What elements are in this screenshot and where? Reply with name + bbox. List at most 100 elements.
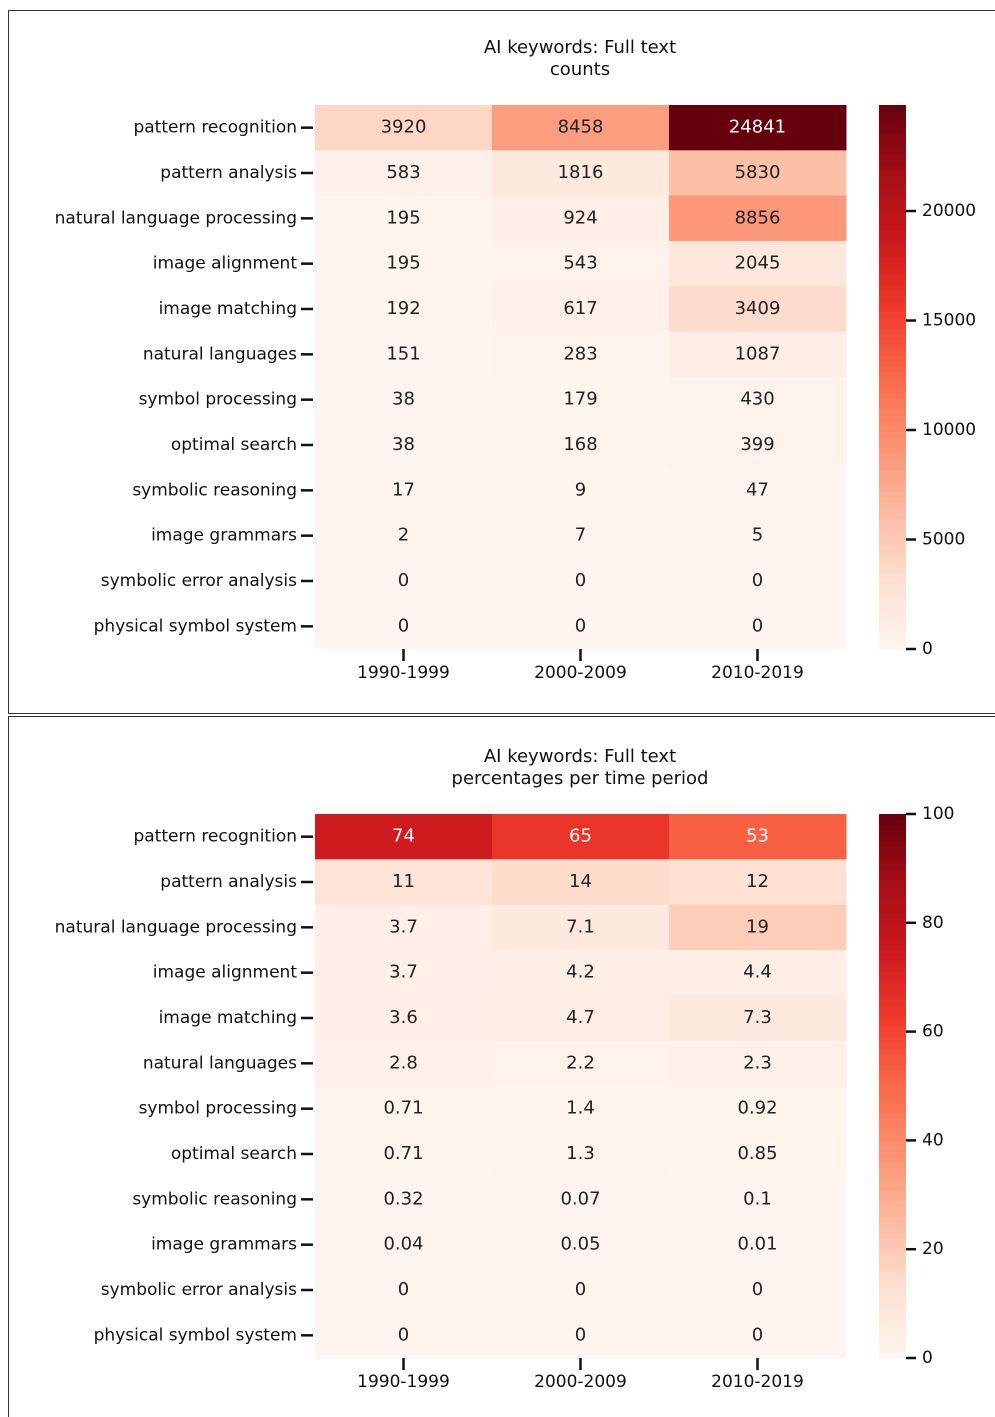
colorbar-segment xyxy=(879,110,906,117)
colorbar-segment xyxy=(879,605,906,612)
colorbar-segment xyxy=(879,868,906,875)
cell-label: 38 xyxy=(392,434,415,455)
cell xyxy=(315,422,493,469)
cell-label: 283 xyxy=(563,343,597,364)
colorbar-segment xyxy=(879,1292,906,1299)
column-label: 1990-1999 xyxy=(357,1372,450,1392)
colorbar-segment xyxy=(879,404,906,411)
row-label: physical symbol system xyxy=(94,1325,297,1345)
colorbar-tick-label: 20000 xyxy=(922,201,976,221)
colorbar-segment xyxy=(879,246,906,253)
colorbar-segment xyxy=(879,322,906,329)
colorbar-segment xyxy=(879,1319,906,1326)
cell-label: 2045 xyxy=(735,253,781,274)
colorbar-segment xyxy=(879,1238,906,1245)
row-label: natural language processing xyxy=(55,208,297,228)
cell xyxy=(669,150,847,197)
cell xyxy=(669,241,847,287)
colorbar-segment xyxy=(879,955,906,962)
colorbar-segment xyxy=(879,192,906,199)
cell xyxy=(492,286,670,333)
colorbar-segment xyxy=(879,300,906,307)
cell-label: 8856 xyxy=(735,207,781,228)
cell-label: 0 xyxy=(575,615,586,636)
colorbar-segment xyxy=(879,284,906,291)
colorbar-segment xyxy=(879,507,906,514)
colorbar-segment xyxy=(879,977,906,984)
colorbar-segment xyxy=(879,213,906,220)
cell xyxy=(492,904,670,951)
cell xyxy=(669,603,847,650)
cell-label: 5 xyxy=(752,525,763,546)
cell-label: 8458 xyxy=(558,117,604,138)
column-label: 2010-2019 xyxy=(711,663,804,683)
colorbar-segment xyxy=(879,928,906,935)
cell xyxy=(669,859,847,906)
colorbar-tick-label: 80 xyxy=(922,913,944,933)
cell-label: 3409 xyxy=(735,298,781,319)
colorbar-segment xyxy=(879,1298,906,1305)
cell xyxy=(669,1040,847,1087)
colorbar-segment xyxy=(879,1276,906,1283)
colorbar-segment xyxy=(879,355,906,362)
cell xyxy=(492,467,670,514)
colorbar-segment xyxy=(879,121,906,128)
colorbar-segment xyxy=(879,1118,906,1125)
colorbar-segment xyxy=(879,137,906,144)
cell-label: 0.71 xyxy=(383,1098,423,1119)
row-label: image alignment xyxy=(153,254,298,274)
colorbar-segment xyxy=(879,895,906,902)
colorbar-tick-label: 20 xyxy=(922,1239,944,1259)
row-label: symbolic error analysis xyxy=(101,571,297,591)
colorbar-segment xyxy=(879,447,906,454)
colorbar-segment xyxy=(879,814,906,821)
row-label: physical symbol system xyxy=(94,616,297,636)
cell xyxy=(669,1222,847,1268)
row-label: image matching xyxy=(159,1008,297,1028)
colorbar-segment xyxy=(879,551,906,558)
row-label: image grammars xyxy=(151,1235,297,1255)
colorbar-segment xyxy=(879,425,906,432)
cell xyxy=(492,1267,670,1314)
colorbar-segment xyxy=(879,1227,906,1234)
colorbar-segment xyxy=(879,944,906,951)
cell xyxy=(315,558,493,605)
colorbar-segment xyxy=(879,540,906,547)
colorbar-segment xyxy=(879,338,906,345)
cell-label: 0 xyxy=(575,1324,586,1345)
colorbar-segment xyxy=(879,1140,906,1147)
colorbar-tick-label: 0 xyxy=(922,639,933,659)
cell xyxy=(315,603,493,650)
cell-label: 7.1 xyxy=(566,916,595,937)
cell xyxy=(492,558,670,605)
colorbar-segment xyxy=(879,1004,906,1011)
cell xyxy=(315,1131,493,1178)
cell-label: 3.6 xyxy=(389,1007,418,1028)
colorbar-segment xyxy=(879,1243,906,1250)
colorbar-segment xyxy=(879,1222,906,1229)
colorbar-segment xyxy=(879,578,906,585)
colorbar-segment xyxy=(879,884,906,891)
colorbar-segment xyxy=(879,132,906,139)
colorbar-segment xyxy=(879,485,906,492)
cell xyxy=(315,814,493,860)
colorbar-segment xyxy=(879,382,906,389)
cell xyxy=(669,513,847,559)
cell-label: 1.3 xyxy=(566,1143,595,1164)
colorbar-segment xyxy=(879,295,906,302)
cell-label: 0 xyxy=(575,1279,586,1300)
colorbar-segment xyxy=(879,235,906,242)
colorbar-segment xyxy=(879,1330,906,1337)
row-label: image alignment xyxy=(153,963,298,983)
cell-label: 11 xyxy=(392,871,415,892)
colorbar-segment xyxy=(879,993,906,1000)
cell xyxy=(669,377,847,423)
cell-label: 0.04 xyxy=(383,1234,423,1255)
colorbar-segment xyxy=(879,268,906,275)
colorbar-segment xyxy=(879,518,906,525)
colorbar-segment xyxy=(879,917,906,924)
colorbar-segment xyxy=(879,988,906,995)
cell-label: 3920 xyxy=(381,117,427,138)
colorbar-segment xyxy=(879,1069,906,1076)
colorbar-segment xyxy=(879,819,906,826)
